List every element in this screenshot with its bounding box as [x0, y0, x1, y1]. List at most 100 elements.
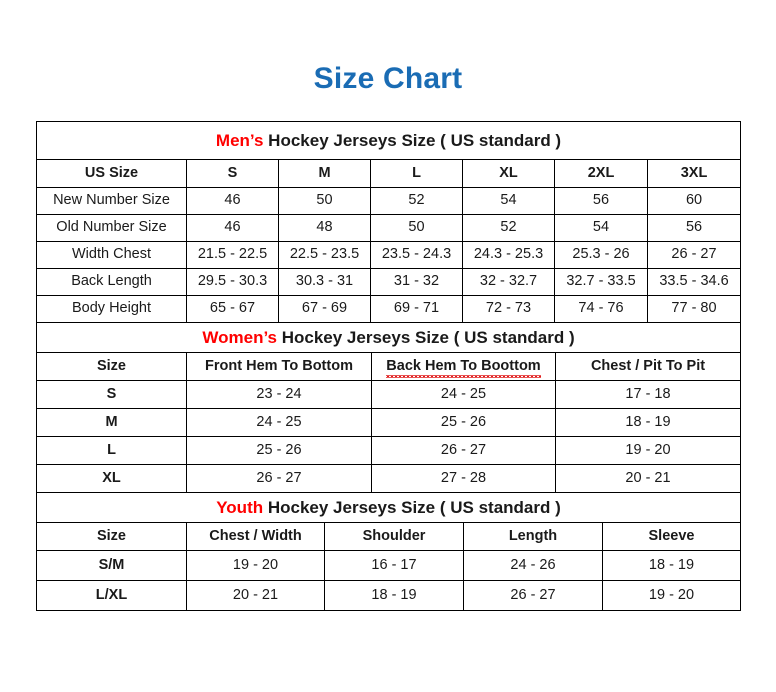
mens-row-1-cell-3: 52 [462, 214, 555, 242]
womens-header-cell-1: Front Hem To Bottom [186, 352, 372, 381]
youth-banner-cell: Youth Hockey Jerseys Size ( US standard … [36, 492, 741, 523]
youth-header-cell-4: Sleeve [602, 522, 741, 551]
table-row: New Number Size 46 50 52 54 56 60 [36, 187, 742, 215]
mens-header-cell-1: S [186, 159, 279, 188]
youth-header-cell-2: Shoulder [324, 522, 464, 551]
mens-row-2-cell-5: 26 - 27 [646, 241, 742, 269]
mens-row-2-cell-2: 23.5 - 24.3 [370, 241, 463, 269]
table-row: L 25 - 26 26 - 27 19 - 20 [36, 436, 742, 465]
mens-header-cell-4: XL [462, 159, 555, 188]
womens-banner-accent: Women’s [202, 327, 277, 347]
table-row: XL 26 - 27 27 - 28 20 - 21 [36, 464, 742, 493]
page-title: Size Chart [313, 62, 463, 95]
mens-banner-accent: Men’s [215, 130, 264, 150]
mens-row-4-cell-5: 77 - 80 [646, 295, 742, 323]
mens-row-1-label: Old Number Size [36, 214, 187, 242]
womens-banner-rest: Hockey Jerseys Size ( US standard ) [277, 327, 575, 347]
mens-row-0-cell-5: 60 [646, 187, 742, 215]
youth-row-0-label: S/M [36, 550, 187, 581]
womens-banner-cell: Women’s Hockey Jerseys Size ( US standar… [35, 322, 742, 353]
size-tables: Men’s Hockey Jerseys Size ( US standard … [35, 121, 742, 611]
mens-header-cell-2: M [278, 159, 371, 188]
mens-size-table: Men’s Hockey Jerseys Size ( US standard … [35, 121, 742, 323]
womens-row-0-cell-0: 23 - 24 [186, 380, 372, 409]
mens-row-1-cell-5: 56 [646, 214, 742, 242]
youth-header-row: Size Chest / Width Shoulder Length Sleev… [36, 522, 741, 551]
table-row: S/M 19 - 20 16 - 17 24 - 26 18 - 19 [36, 550, 741, 581]
table-row: Back Length 29.5 - 30.3 30.3 - 31 31 - 3… [36, 268, 742, 296]
youth-banner-row: Youth Hockey Jerseys Size ( US standard … [36, 492, 741, 523]
mens-header-row: US Size S M L XL 2XL 3XL [36, 159, 742, 188]
mens-row-4-cell-4: 74 - 76 [554, 295, 648, 323]
mens-row-1-cell-0: 46 [186, 214, 279, 242]
mens-row-4-label: Body Height [36, 295, 187, 323]
youth-row-0-cell-0: 19 - 20 [186, 550, 325, 581]
youth-banner-rest: Hockey Jerseys Size ( US standard ) [263, 497, 561, 517]
youth-row-1-cell-0: 20 - 21 [186, 580, 325, 611]
table-row: S 23 - 24 24 - 25 17 - 18 [36, 380, 742, 409]
table-row: M 24 - 25 25 - 26 18 - 19 [36, 408, 742, 437]
womens-row-3-cell-1: 27 - 28 [371, 464, 556, 493]
mens-row-3-cell-5: 33.5 - 34.6 [646, 268, 742, 296]
mens-row-4-cell-3: 72 - 73 [462, 295, 555, 323]
mens-row-2-cell-3: 24.3 - 25.3 [462, 241, 555, 269]
womens-header-cell-2-text: Back Hem To Boottom [386, 357, 542, 379]
mens-row-2-label: Width Chest [36, 241, 187, 269]
womens-row-2-cell-1: 26 - 27 [371, 436, 556, 465]
mens-row-0-cell-0: 46 [186, 187, 279, 215]
womens-row-1-cell-0: 24 - 25 [186, 408, 372, 437]
table-row: Old Number Size 46 48 50 52 54 56 [36, 214, 742, 242]
womens-row-1-label: M [36, 408, 187, 437]
youth-row-0-cell-2: 24 - 26 [463, 550, 603, 581]
table-row: Width Chest 21.5 - 22.5 22.5 - 23.5 23.5… [36, 241, 742, 269]
womens-size-table: Women’s Hockey Jerseys Size ( US standar… [35, 322, 742, 493]
mens-row-2-cell-4: 25.3 - 26 [554, 241, 648, 269]
youth-row-0-cell-3: 18 - 19 [602, 550, 741, 581]
youth-header-cell-3: Length [463, 522, 603, 551]
youth-row-1-label: L/XL [36, 580, 187, 611]
youth-header-cell-0: Size [36, 522, 187, 551]
womens-header-cell-3: Chest / Pit To Pit [554, 352, 742, 381]
mens-banner-rest: Hockey Jerseys Size ( US standard ) [263, 130, 562, 150]
mens-row-2-cell-1: 22.5 - 23.5 [278, 241, 371, 269]
mens-header-cell-5: 2XL [554, 159, 648, 188]
mens-banner-cell: Men’s Hockey Jerseys Size ( US standard … [35, 121, 742, 160]
womens-header-cell-2: Back Hem To Boottom [371, 352, 556, 381]
mens-row-3-label: Back Length [36, 268, 187, 296]
mens-row-1-cell-4: 54 [554, 214, 648, 242]
table-row: L/XL 20 - 21 18 - 19 26 - 27 19 - 20 [36, 580, 741, 611]
youth-banner-accent: Youth [216, 497, 264, 517]
mens-row-3-cell-4: 32.7 - 33.5 [554, 268, 648, 296]
table-row: Body Height 65 - 67 67 - 69 69 - 71 72 -… [36, 295, 742, 323]
youth-row-1-cell-3: 19 - 20 [602, 580, 741, 611]
youth-size-table: Youth Hockey Jerseys Size ( US standard … [36, 492, 741, 611]
mens-header-cell-6: 3XL [646, 159, 742, 188]
womens-row-3-cell-0: 26 - 27 [186, 464, 372, 493]
womens-row-3-label: XL [36, 464, 187, 493]
womens-header-cell-0: Size [36, 352, 187, 381]
womens-row-0-label: S [36, 380, 187, 409]
womens-row-2-label: L [36, 436, 187, 465]
mens-row-0-cell-3: 54 [462, 187, 555, 215]
mens-header-cell-3: L [370, 159, 463, 188]
mens-row-1-cell-2: 50 [370, 214, 463, 242]
mens-banner-row: Men’s Hockey Jerseys Size ( US standard … [35, 121, 742, 160]
womens-banner-row: Women’s Hockey Jerseys Size ( US standar… [35, 322, 742, 353]
mens-row-3-cell-1: 30.3 - 31 [278, 268, 371, 296]
mens-row-0-cell-4: 56 [554, 187, 648, 215]
mens-row-3-cell-2: 31 - 32 [370, 268, 463, 296]
mens-row-3-cell-0: 29.5 - 30.3 [186, 268, 279, 296]
youth-row-1-cell-2: 26 - 27 [463, 580, 603, 611]
mens-row-3-cell-3: 32 - 32.7 [462, 268, 555, 296]
mens-header-cell-0: US Size [36, 159, 187, 188]
mens-row-0-cell-1: 50 [278, 187, 371, 215]
youth-row-0-cell-1: 16 - 17 [324, 550, 464, 581]
mens-row-1-cell-1: 48 [278, 214, 371, 242]
womens-row-1-cell-2: 18 - 19 [554, 408, 742, 437]
womens-row-3-cell-2: 20 - 21 [554, 464, 742, 493]
mens-row-4-cell-2: 69 - 71 [370, 295, 463, 323]
mens-row-2-cell-0: 21.5 - 22.5 [186, 241, 279, 269]
mens-row-4-cell-1: 67 - 69 [278, 295, 371, 323]
youth-header-cell-1: Chest / Width [186, 522, 325, 551]
